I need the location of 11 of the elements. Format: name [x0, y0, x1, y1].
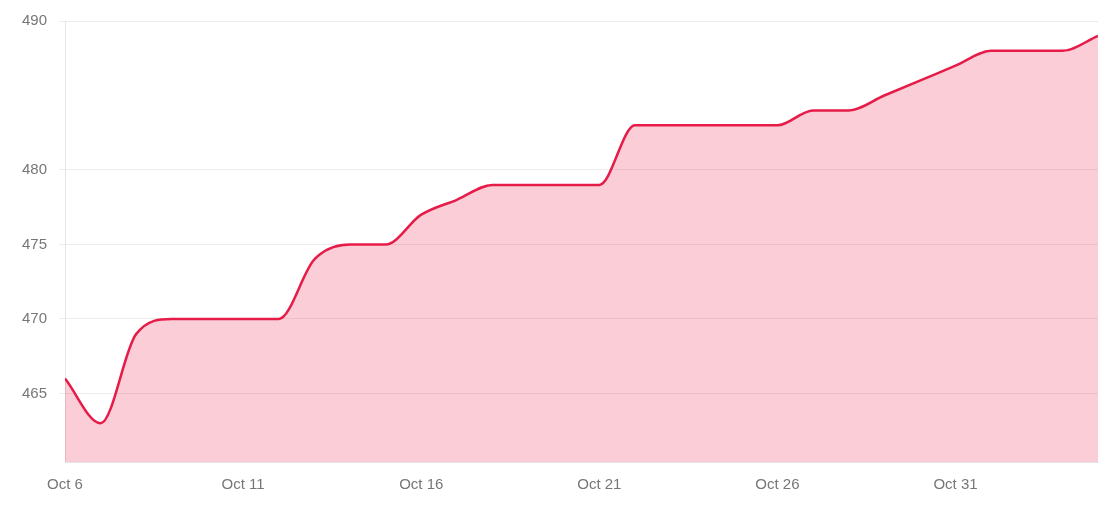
x-tick-label: Oct 16	[399, 475, 444, 493]
x-tick-label: Oct 31	[933, 475, 978, 493]
y-tick-label: 480	[22, 160, 48, 178]
x-tick-label: Oct 26	[755, 475, 800, 493]
y-tick-label: 465	[22, 383, 48, 401]
x-tick-label: Oct 6	[47, 475, 83, 493]
x-tick-label: Oct 21	[577, 475, 622, 493]
y-tick-label: 470	[22, 309, 48, 327]
x-tick-label: Oct 11	[221, 475, 265, 493]
y-tick-label: 475	[22, 234, 48, 252]
y-tick-label: 490	[22, 11, 48, 29]
